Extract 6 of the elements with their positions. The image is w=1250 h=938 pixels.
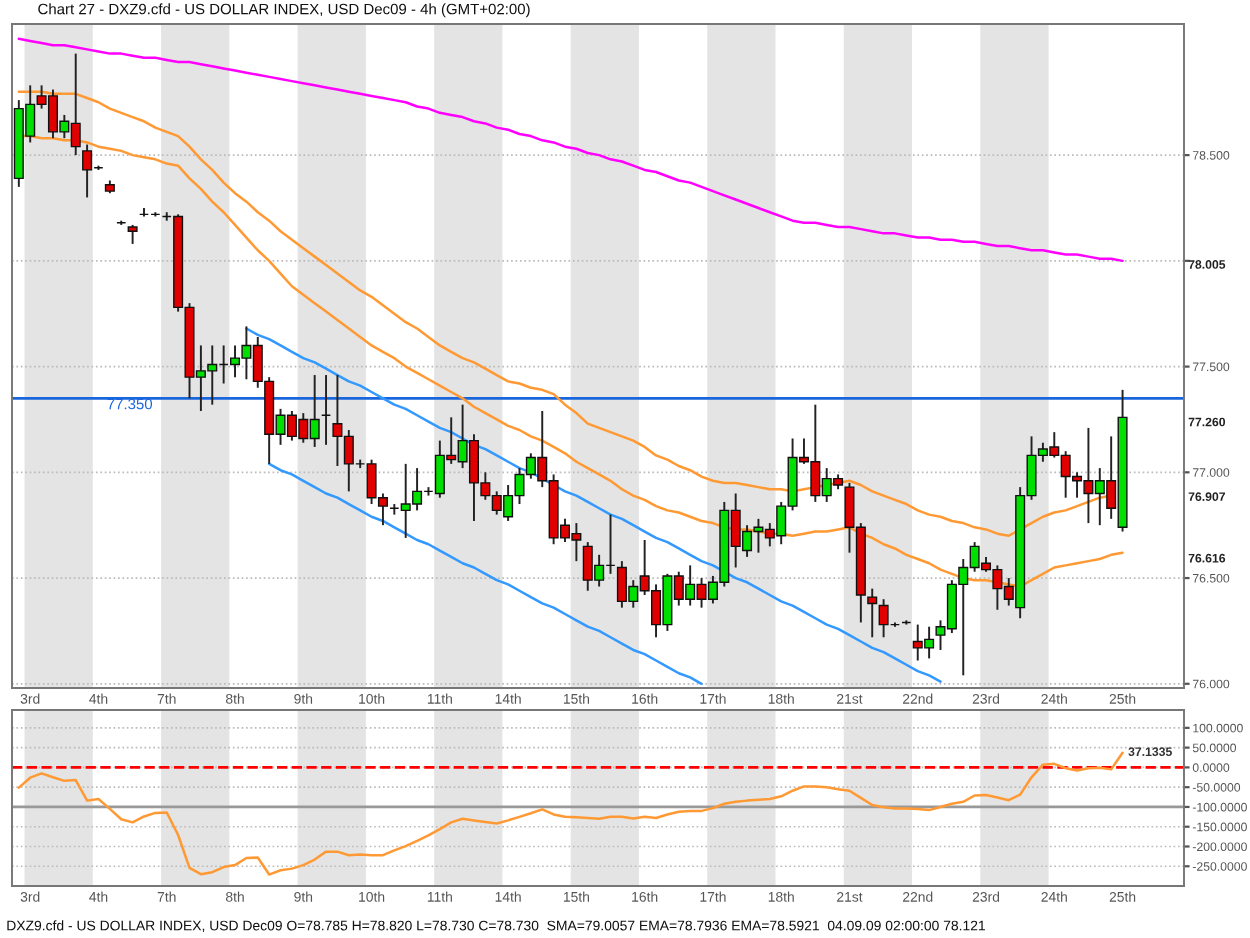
line-series	[267, 462, 703, 686]
candlestick	[867, 587, 878, 639]
line-series	[245, 327, 942, 683]
line-series	[17, 751, 1124, 876]
line-series	[17, 37, 1124, 263]
candlestick	[127, 223, 138, 245]
